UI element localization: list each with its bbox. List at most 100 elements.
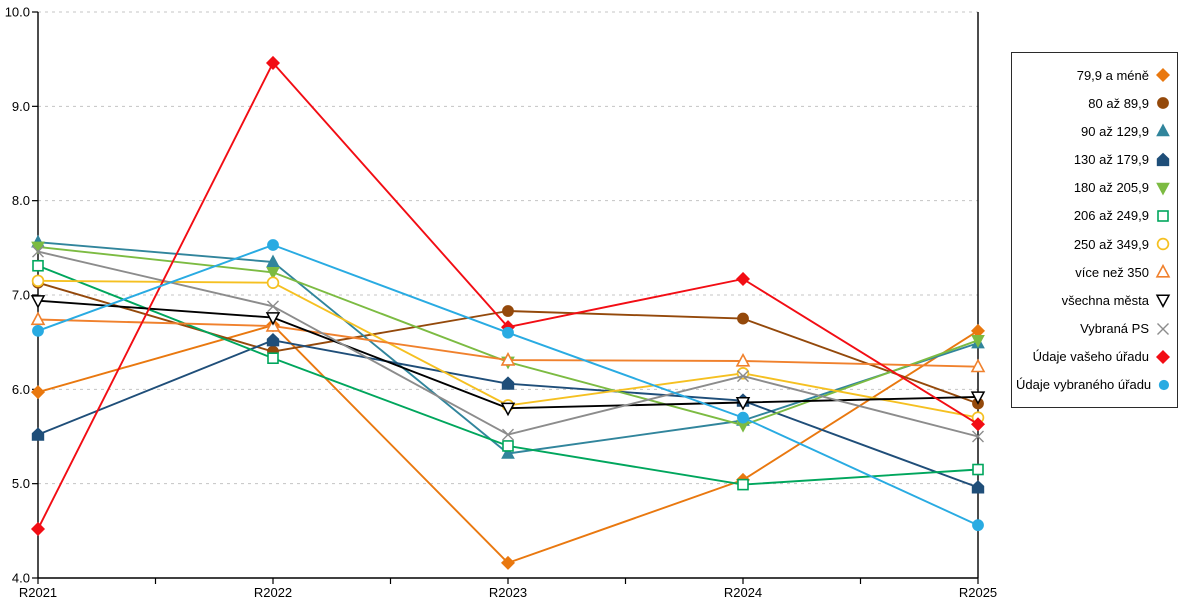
series-line <box>37 241 979 455</box>
series-group <box>31 234 985 459</box>
legend-label: 79,9 a méně <box>1076 67 1149 83</box>
data-point-marker <box>737 312 749 325</box>
legend-item: více než 350 <box>1016 258 1171 286</box>
y-axis-label: 6.0 <box>12 382 30 397</box>
data-point-marker <box>1155 294 1171 309</box>
diamond-marker-icon <box>1155 349 1171 364</box>
marker-shape <box>267 239 279 251</box>
data-point-marker <box>265 312 281 326</box>
data-point-marker <box>972 430 984 443</box>
legend-label: 80 až 89,9 <box>1088 95 1149 111</box>
legend-label: 206 až 249,9 <box>1073 208 1149 224</box>
marker-shape <box>30 521 46 536</box>
x-axis-label: R2025 <box>959 585 997 600</box>
marker-shape <box>1155 264 1171 278</box>
data-point-marker <box>31 427 45 441</box>
legend-label: Údaje vybraného úřadu <box>1016 377 1152 393</box>
data-point-marker <box>266 267 280 280</box>
legend-label: Údaje vašeho úřadu <box>1032 349 1149 365</box>
legend-label: 90 až 129,9 <box>1081 123 1149 139</box>
marker-shape <box>737 411 749 424</box>
marker-shape <box>502 326 514 339</box>
marker-shape <box>972 430 984 443</box>
data-point-marker <box>972 463 984 476</box>
data-point-marker <box>265 55 281 70</box>
data-point-marker <box>1155 264 1171 278</box>
data-point-marker <box>1157 322 1169 335</box>
data-point-marker <box>267 300 279 313</box>
marker-shape <box>500 555 516 570</box>
triangle-down-marker-icon <box>1155 294 1171 309</box>
data-point-marker <box>32 259 44 272</box>
marker-shape <box>1157 97 1169 110</box>
legend-item: 90 až 129,9 <box>1016 117 1171 145</box>
series-group <box>32 259 984 491</box>
data-point-marker <box>32 324 44 337</box>
marker-shape <box>31 427 45 441</box>
triangle-down-marker-icon <box>1156 182 1170 196</box>
y-axis-label: 8.0 <box>12 193 30 208</box>
marker-shape <box>502 428 514 441</box>
chart-legend: 79,9 a méně 80 až 89,9 90 až 129,9 130 až 1… <box>1011 52 1178 408</box>
y-axis-label: 9.0 <box>12 99 30 114</box>
legend-label: 250 až 349,9 <box>1073 236 1149 252</box>
y-axis-label: 4.0 <box>12 571 30 586</box>
circle-marker-icon <box>1158 379 1170 391</box>
legend-item: Údaje vybraného úřadu <box>1016 371 1171 399</box>
data-point-marker <box>971 334 985 348</box>
marker-shape <box>502 440 514 452</box>
legend-item: 250 až 349,9 <box>1016 230 1171 258</box>
x-axis-label: R2023 <box>489 585 527 600</box>
marker-shape <box>32 324 44 337</box>
data-point-marker <box>971 480 985 494</box>
data-point-marker <box>502 428 514 441</box>
data-point-marker <box>32 245 44 258</box>
marker-shape <box>1156 237 1170 251</box>
marker-shape <box>1158 379 1170 391</box>
series-line <box>37 279 979 419</box>
square-marker-icon <box>1157 210 1169 222</box>
marker-shape <box>501 446 515 459</box>
legend-item: Vybraná PS <box>1016 315 1171 343</box>
data-point-marker <box>266 276 280 289</box>
marker-shape <box>1155 294 1171 309</box>
marker-shape <box>267 300 279 313</box>
marker-shape <box>266 267 280 280</box>
marker-shape <box>972 519 984 532</box>
marker-shape <box>970 358 986 373</box>
marker-shape <box>266 254 280 268</box>
data-point-marker <box>1156 237 1170 251</box>
circle-marker-icon <box>1157 97 1169 110</box>
legend-item: 130 až 179,9 <box>1016 146 1171 174</box>
marker-shape <box>735 352 751 367</box>
circle-marker-icon <box>1156 237 1170 251</box>
data-point-marker <box>970 391 986 405</box>
data-point-marker <box>1155 68 1171 83</box>
data-point-marker <box>502 305 514 317</box>
marker-shape <box>267 352 279 365</box>
data-point-marker <box>501 446 515 459</box>
data-point-marker <box>737 370 749 383</box>
x-axis-label: R2022 <box>254 585 292 600</box>
marker-shape <box>30 311 46 326</box>
triangle-up-marker-icon <box>1156 123 1170 137</box>
x-axis-label: R2021 <box>19 585 57 600</box>
marker-shape <box>971 334 985 348</box>
data-point-marker <box>737 478 749 491</box>
data-point-marker <box>1156 123 1170 137</box>
series-group <box>32 245 984 443</box>
data-point-marker <box>735 352 751 367</box>
marker-shape <box>30 385 46 400</box>
marker-shape <box>265 55 281 70</box>
data-point-marker <box>267 239 279 251</box>
y-axis-label: 5.0 <box>12 476 30 491</box>
legend-label: všechna města <box>1061 292 1149 308</box>
marker-shape <box>500 351 516 366</box>
marker-shape <box>32 259 44 272</box>
data-point-marker <box>737 411 749 424</box>
data-point-marker <box>970 358 986 373</box>
marker-shape <box>500 402 516 417</box>
marker-shape <box>735 396 751 411</box>
series-group <box>30 311 986 373</box>
